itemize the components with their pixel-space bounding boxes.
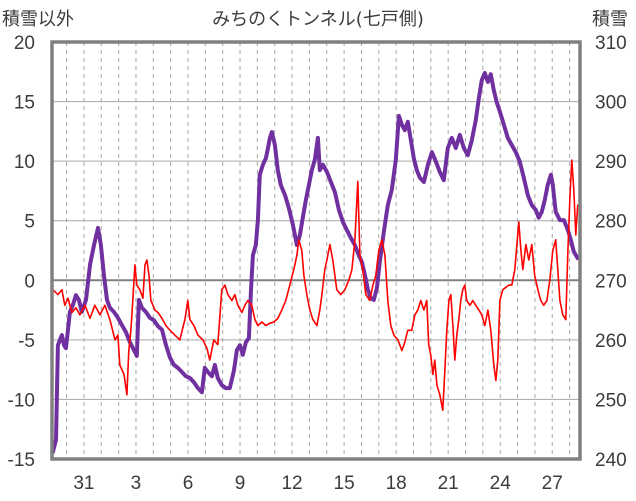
x-tick-label: 31 [73, 473, 94, 494]
right-tick-label: 300 [595, 93, 627, 114]
right-axis-ticks: 310 300 290 280 270 260 250 240 [595, 33, 627, 471]
x-tick-label: 3 [131, 473, 142, 494]
right-tick-label: 290 [595, 152, 627, 173]
non-snow-series-line [52, 159, 579, 411]
x-tick-label: 24 [490, 473, 512, 494]
left-axis-ticks: 20 15 10 5 0 -5 -10 -15 [8, 33, 35, 471]
x-tick-label: 18 [386, 473, 407, 494]
left-tick-label: 5 [24, 212, 35, 233]
left-tick-label: -15 [8, 450, 35, 471]
x-tick-label: 21 [438, 473, 459, 494]
left-tick-label: -10 [8, 390, 35, 411]
x-tick-label: 15 [334, 473, 355, 494]
x-tick-label: 27 [542, 473, 563, 494]
x-tick-label: 6 [183, 473, 194, 494]
left-tick-label: 20 [14, 33, 35, 54]
right-tick-label: 260 [595, 331, 627, 352]
x-tick-label: 12 [281, 473, 302, 494]
left-tick-label: 15 [14, 93, 35, 114]
plot-series [52, 71, 580, 454]
x-tick-label: 9 [235, 473, 246, 494]
snow-depth-series-line [52, 71, 580, 454]
right-tick-label: 270 [595, 271, 627, 292]
left-tick-label: -5 [18, 331, 35, 352]
right-tick-label: 280 [595, 212, 627, 233]
chart-title: みちのくトンネル(七戸側) [212, 9, 424, 30]
plot-area-border [50, 40, 582, 461]
left-tick-label: 0 [24, 271, 35, 292]
right-tick-label: 310 [595, 33, 627, 54]
left-axis-label: 積雪以外 [2, 9, 74, 30]
right-tick-label: 250 [595, 390, 627, 411]
right-axis-label: 積雪 [592, 9, 628, 30]
gridlines [52, 41, 580, 460]
right-tick-label: 240 [595, 450, 627, 471]
x-axis-ticks: 31 3 6 9 12 15 18 21 24 27 [73, 473, 562, 494]
left-tick-label: 10 [14, 152, 35, 173]
